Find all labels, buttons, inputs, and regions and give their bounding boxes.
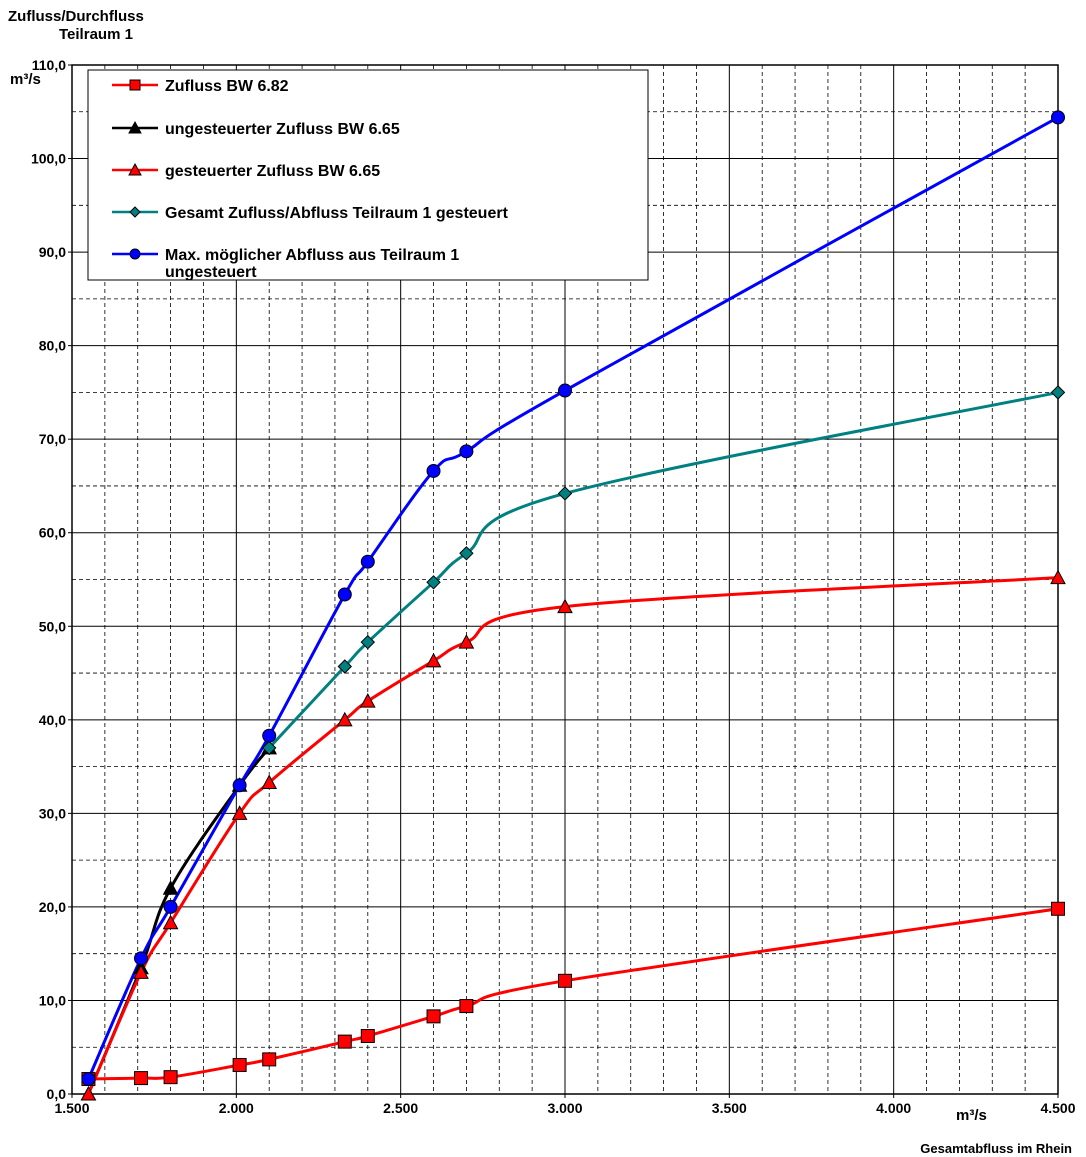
data-point-series-4 (558, 383, 572, 398)
y-tick-label: 10,0 (39, 992, 66, 1008)
data-point-series-3 (557, 486, 573, 501)
legend-box (87, 69, 649, 281)
legend-items: Zufluss BW 6.82 ungesteuerter Zufluss BW … (112, 78, 509, 281)
data-point-series-3 (459, 546, 474, 561)
series-markers (80, 110, 1066, 1101)
x-tick-label: 3.000 (547, 1100, 582, 1116)
data-point-series-4 (81, 1072, 96, 1087)
y-axis-unit: m³/s (10, 71, 41, 88)
data-point-series-4 (360, 554, 375, 569)
x-axis-label: Gesamtabfluss im Rhein (920, 1141, 1072, 1156)
legend-label-3: Gesamt Zufluss/Abfluss Teilraum 1 gesteu… (165, 205, 509, 222)
data-point-series-0 (337, 1034, 352, 1049)
legend-swatch-marker-2 (128, 162, 142, 176)
data-point-series-2 (425, 652, 442, 668)
y-tick-label: 110,0 (32, 57, 66, 73)
y-tick-label: 100,0 (31, 151, 66, 167)
data-point-series-4 (337, 587, 352, 602)
data-point-series-3 (337, 659, 353, 674)
data-point-series-4 (163, 899, 178, 914)
data-point-series-0 (459, 999, 474, 1014)
x-tick-label: 1.500 (54, 1100, 89, 1116)
y-tick-label: 30,0 (39, 805, 66, 821)
data-point-series-4 (134, 951, 149, 966)
data-point-series-2 (261, 774, 278, 789)
data-point-series-2 (359, 693, 376, 708)
legend-swatch-marker-4 (129, 248, 141, 260)
legend-label-4: Max. möglicher Abfluss aus Teilraum 1 (165, 247, 459, 264)
data-point-series-0 (163, 1070, 178, 1085)
data-point-series-1 (162, 880, 179, 895)
chart-title-line2: Teilraum 1 (59, 26, 133, 43)
series-line-2 (87, 576, 1059, 1095)
data-point-series-4 (1051, 110, 1065, 125)
legend-label-2: gesteuerter Zufluss BW 6.65 (165, 163, 380, 180)
legend-swatch-marker-0 (129, 79, 141, 91)
x-tick-label: 2.000 (219, 1100, 254, 1116)
data-point-series-2 (133, 964, 149, 979)
y-tick-label: 80,0 (39, 338, 66, 354)
series-line-4 (87, 116, 1059, 1080)
y-tick-label: 90,0 (39, 244, 66, 260)
data-point-series-3 (261, 740, 277, 756)
data-point-series-0 (1051, 901, 1065, 916)
data-point-series-0 (262, 1052, 277, 1067)
x-axis-unit: m³/s (956, 1107, 987, 1124)
y-tick-label: 50,0 (39, 618, 66, 634)
x-tick-label: 4.500 (1040, 1100, 1075, 1116)
data-point-series-2 (1050, 569, 1066, 585)
data-point-series-2 (336, 711, 353, 727)
data-point-series-2 (80, 1085, 97, 1101)
legend-label-1: ungesteuerter Zufluss BW 6.65 (165, 121, 400, 138)
series-line-1 (87, 746, 271, 1095)
data-point-series-4 (426, 463, 441, 478)
data-point-series-3 (360, 634, 376, 650)
y-tick-label: 20,0 (39, 899, 66, 915)
y-tick-label: 60,0 (39, 525, 66, 541)
data-point-series-4 (459, 444, 474, 459)
y-tick-label: 70,0 (39, 431, 66, 447)
x-tick-label: 3.500 (712, 1100, 747, 1116)
data-point-series-0 (232, 1058, 247, 1073)
y-tick-label: 0,0 (47, 1086, 67, 1102)
data-point-series-2 (557, 598, 573, 614)
chart-title-line1: Zufluss/Durchfluss (8, 8, 144, 25)
legend-label-0: Zufluss BW 6.82 (165, 78, 289, 95)
series-line-0 (88, 907, 1059, 1081)
legend-swatch-marker-3 (129, 206, 141, 218)
data-point-series-4 (232, 778, 247, 793)
data-point-series-0 (426, 1009, 441, 1024)
data-point-series-0 (558, 973, 572, 988)
data-point-series-0 (360, 1029, 375, 1044)
legend-swatch-marker-1 (128, 120, 142, 134)
x-tick-label: 4.000 (876, 1100, 911, 1116)
data-point-series-2 (162, 914, 179, 930)
legend: Zufluss BW 6.82 ungesteuerter Zufluss BW … (87, 69, 649, 281)
data-point-series-3 (426, 575, 441, 590)
data-point-series-3 (1050, 385, 1066, 400)
legend-label-4-line2: ungesteuert (165, 264, 257, 281)
data-point-series-2 (458, 634, 475, 649)
data-point-series-2 (231, 805, 248, 820)
x-tick-label: 2.500 (383, 1100, 418, 1116)
data-point-series-4 (262, 728, 277, 743)
y-tick-label: 40,0 (39, 712, 66, 728)
data-point-series-0 (134, 1071, 149, 1086)
